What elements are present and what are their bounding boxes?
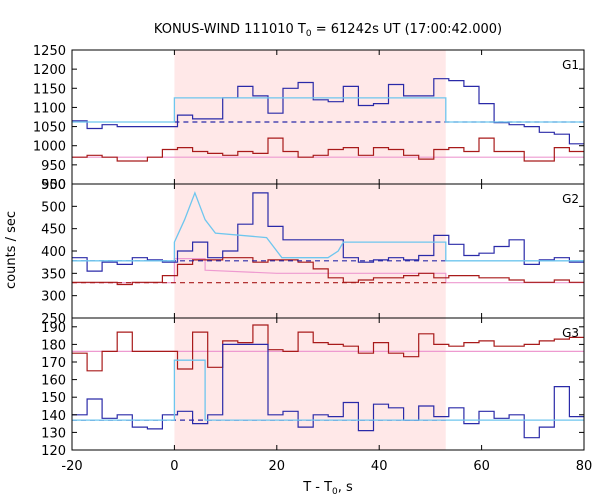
y-tick-label-g3: 160 — [41, 374, 66, 389]
y-tick-label-g3: 180 — [41, 338, 66, 353]
y-tick-label-g3: 120 — [41, 444, 66, 459]
panel-g3 — [72, 324, 584, 439]
label-layer: KONUS-WIND 111010 T0 = 61242s UT (17:00:… — [4, 22, 502, 497]
blue-fit-g1 — [72, 97, 584, 123]
panel-label-g2: G2 — [562, 192, 579, 206]
red-histogram-g2 — [72, 257, 584, 286]
x-tick-label: 40 — [371, 459, 388, 474]
y-tick-label-g1: 950 — [41, 159, 66, 174]
y-tick-label-g1: 1050 — [33, 121, 66, 136]
frame-layer: 900950100010501100115012001250G125030035… — [33, 44, 592, 474]
y-tick-label-g2: 250 — [41, 312, 66, 327]
blue-histogram-g2 — [72, 192, 584, 272]
y-tick-label-g2: 350 — [41, 267, 66, 282]
blue-histogram-g1 — [72, 78, 584, 145]
x-tick-label: 20 — [269, 459, 286, 474]
y-tick-label-g3: 130 — [41, 426, 66, 441]
panel-g2 — [72, 191, 584, 286]
chart-title: KONUS-WIND 111010 T0 = 61242s UT (17:00:… — [154, 22, 502, 39]
y-tick-label-g1: 1150 — [33, 82, 66, 97]
plot-layer — [72, 78, 584, 439]
y-tick-label-g3: 140 — [41, 409, 66, 424]
y-tick-label-g3: 150 — [41, 391, 66, 406]
blue-fit-g3 — [72, 359, 584, 421]
highlight-layer — [174, 50, 446, 450]
panel-frame-g3 — [71, 317, 585, 451]
panel-g1 — [72, 78, 584, 162]
y-tick-label-g2: 550 — [41, 178, 66, 193]
y-axis-label: counts / sec — [4, 211, 19, 289]
y-tick-label-g2: 500 — [41, 200, 66, 215]
y-tick-label-g1: 1250 — [33, 44, 66, 59]
red-histogram-g1 — [72, 137, 584, 162]
highlight-interval — [174, 50, 446, 450]
blue-histogram-g3 — [72, 343, 584, 439]
blue-fit-g2 — [72, 191, 584, 262]
pink-fit-g2 — [72, 258, 584, 284]
y-tick-label-g1: 1000 — [33, 140, 66, 155]
x-tick-label: 60 — [473, 459, 490, 474]
y-tick-label-g3: 170 — [41, 356, 66, 371]
y-tick-label-g2: 300 — [41, 290, 66, 305]
y-tick-label-g1: 1100 — [33, 101, 66, 116]
x-tick-label: -20 — [61, 459, 82, 474]
x-tick-label: 80 — [576, 459, 593, 474]
y-tick-label-g1: 1200 — [33, 63, 66, 78]
y-tick-label-g1: 900 — [41, 178, 66, 193]
panel-label-g1: G1 — [562, 58, 579, 72]
y-tick-label-g2: 450 — [41, 223, 66, 238]
panel-label-g3: G3 — [562, 326, 579, 340]
x-tick-label: 0 — [170, 459, 178, 474]
y-tick-label-g2: 400 — [41, 245, 66, 260]
red-histogram-g3 — [72, 324, 584, 372]
x-axis-label: T - T0, s — [302, 480, 353, 497]
y-tick-label-g3: 190 — [41, 321, 66, 336]
